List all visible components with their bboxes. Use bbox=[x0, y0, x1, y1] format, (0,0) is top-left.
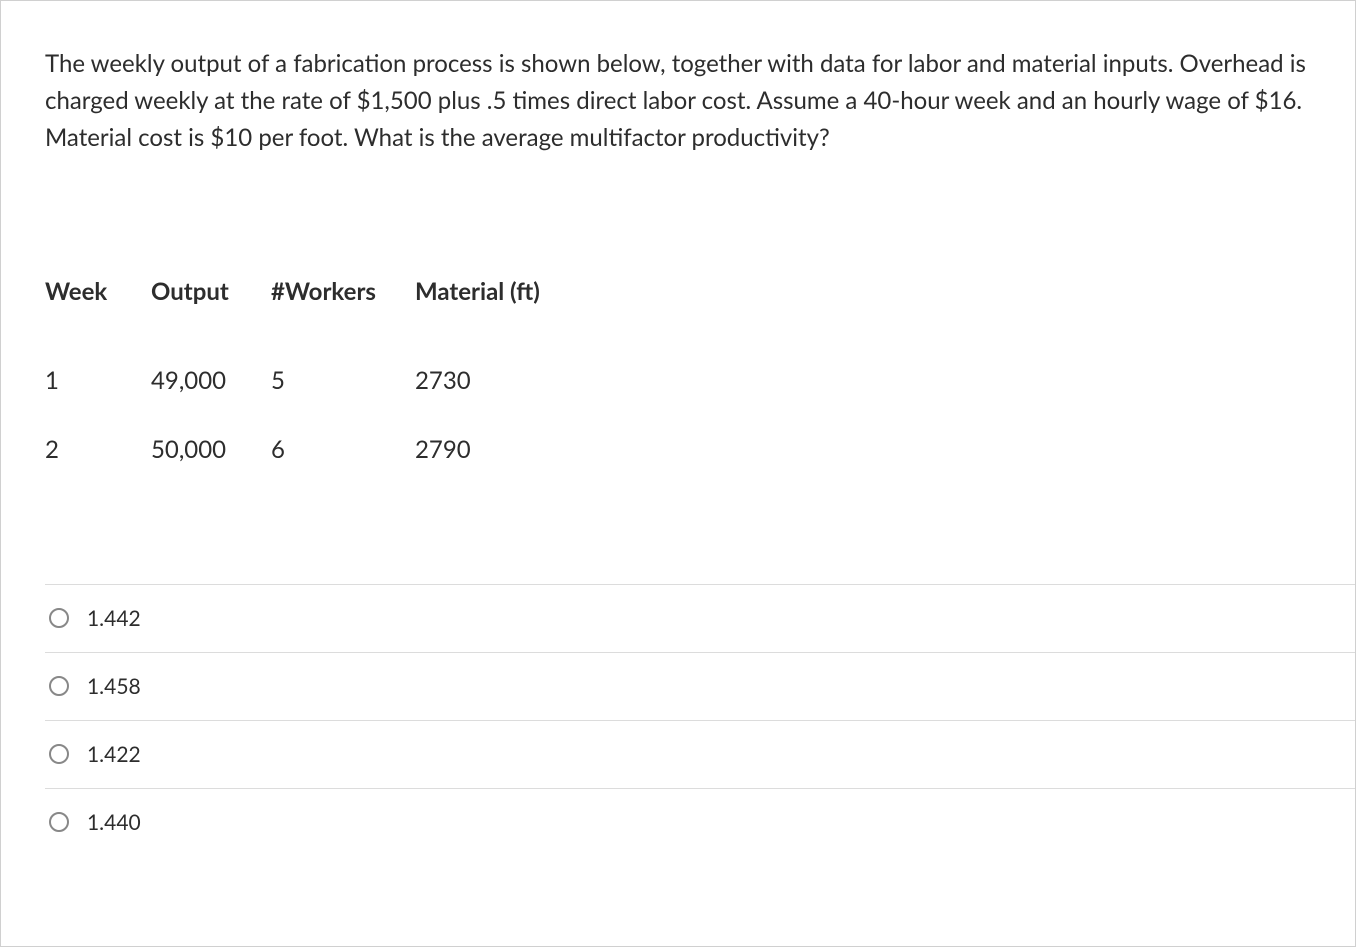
question-text: The weekly output of a fabrication proce… bbox=[45, 45, 1311, 157]
table-header-row: Week Output #Workers Material (ft) bbox=[45, 277, 575, 346]
cell-material: 2730 bbox=[415, 346, 575, 415]
option-label: 1.440 bbox=[87, 810, 141, 835]
answer-options: 1.442 1.458 1.422 1.440 bbox=[45, 584, 1355, 856]
cell-output: 50,000 bbox=[151, 415, 271, 484]
cell-material: 2790 bbox=[415, 415, 575, 484]
cell-week: 1 bbox=[45, 346, 151, 415]
cell-output: 49,000 bbox=[151, 346, 271, 415]
option-row[interactable]: 1.458 bbox=[45, 652, 1355, 720]
col-header-week: Week bbox=[45, 277, 151, 346]
radio-icon[interactable] bbox=[49, 676, 69, 696]
question-card: The weekly output of a fabrication proce… bbox=[0, 0, 1356, 947]
col-header-output: Output bbox=[151, 277, 271, 346]
option-row[interactable]: 1.422 bbox=[45, 720, 1355, 788]
option-row[interactable]: 1.442 bbox=[45, 584, 1355, 652]
option-label: 1.442 bbox=[87, 606, 141, 631]
radio-icon[interactable] bbox=[49, 608, 69, 628]
cell-week: 2 bbox=[45, 415, 151, 484]
col-header-material: Material (ft) bbox=[415, 277, 575, 346]
col-header-workers: #Workers bbox=[271, 277, 415, 346]
table-row: 1 49,000 5 2730 bbox=[45, 346, 575, 415]
option-row[interactable]: 1.440 bbox=[45, 788, 1355, 856]
table-row: 2 50,000 6 2790 bbox=[45, 415, 575, 484]
option-label: 1.422 bbox=[87, 742, 141, 767]
cell-workers: 6 bbox=[271, 415, 415, 484]
cell-workers: 5 bbox=[271, 346, 415, 415]
radio-icon[interactable] bbox=[49, 744, 69, 764]
data-table: Week Output #Workers Material (ft) 1 49,… bbox=[45, 277, 575, 484]
radio-icon[interactable] bbox=[49, 812, 69, 832]
option-label: 1.458 bbox=[87, 674, 141, 699]
